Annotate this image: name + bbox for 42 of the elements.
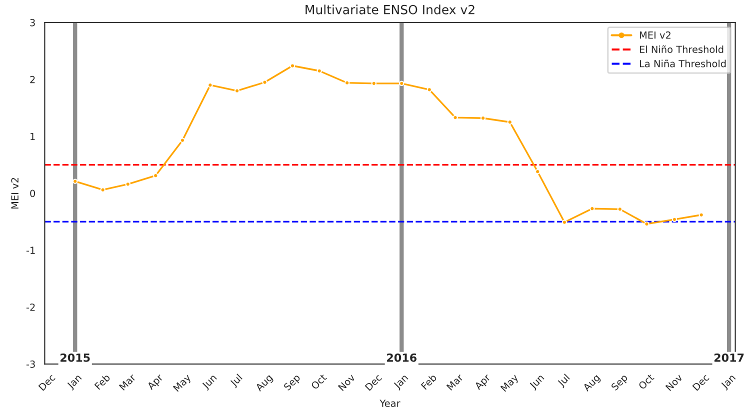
y-tick-label: 1 (30, 132, 35, 140)
x-tick-label: Jan (392, 374, 410, 391)
ref-line-label: 2017 (714, 353, 744, 362)
legend-label: El Niño Threshold (640, 45, 724, 54)
x-tick-label: Feb (94, 373, 111, 390)
x-tick-label: Sep (283, 374, 302, 392)
x-tick-label: Nov (338, 373, 356, 392)
x-tick-label: Sep (610, 374, 630, 392)
y-tick-label: -1 (26, 246, 35, 254)
chart-title: Multivariate ENSO Index v2 (306, 4, 474, 14)
x-tick-label: Oct (310, 373, 328, 390)
ref-line-label: 2015 (60, 353, 90, 362)
x-tick-label: Jul (556, 374, 572, 388)
x-tick-label: Jun (201, 374, 218, 391)
x-tick-label: Jan (720, 374, 738, 391)
x-tick-label: Jan (66, 374, 84, 391)
x-tick-label: Dec (364, 374, 382, 391)
y-tick-label: -3 (26, 360, 35, 368)
x-tick-label: Jul (229, 374, 244, 388)
x-tick-label: Jun (528, 374, 546, 391)
x-tick-label: Aug (254, 374, 274, 394)
x-tick-label: Apr (474, 373, 492, 392)
point (399, 80, 404, 86)
y-tick-label: 3 (30, 18, 35, 26)
x-tick-label: Dec (692, 374, 710, 391)
x-axis-title: Year (380, 400, 400, 407)
point (72, 178, 78, 184)
y-tick-label: 0 (30, 190, 36, 198)
legend-label: La Niña Threshold (640, 60, 726, 68)
legend-label: MEI v2 (640, 31, 670, 39)
x-tick-label: Feb (420, 373, 438, 390)
x-tick-label: Dec (38, 374, 56, 391)
x-tick-label: Mar (446, 373, 464, 391)
y-tick-label: 2 (30, 76, 35, 84)
ref-line-label: 2016 (387, 353, 416, 362)
x-tick-label: Mar (118, 373, 136, 391)
x-tick-label: Oct (638, 373, 655, 390)
y-axis-title: MEI v2 (11, 178, 18, 209)
x-tick-label: Aug (582, 374, 602, 394)
x-tick-label: Apr (146, 373, 165, 392)
x-tick-label: Nov (665, 373, 683, 392)
y-tick-label: -2 (26, 304, 35, 311)
